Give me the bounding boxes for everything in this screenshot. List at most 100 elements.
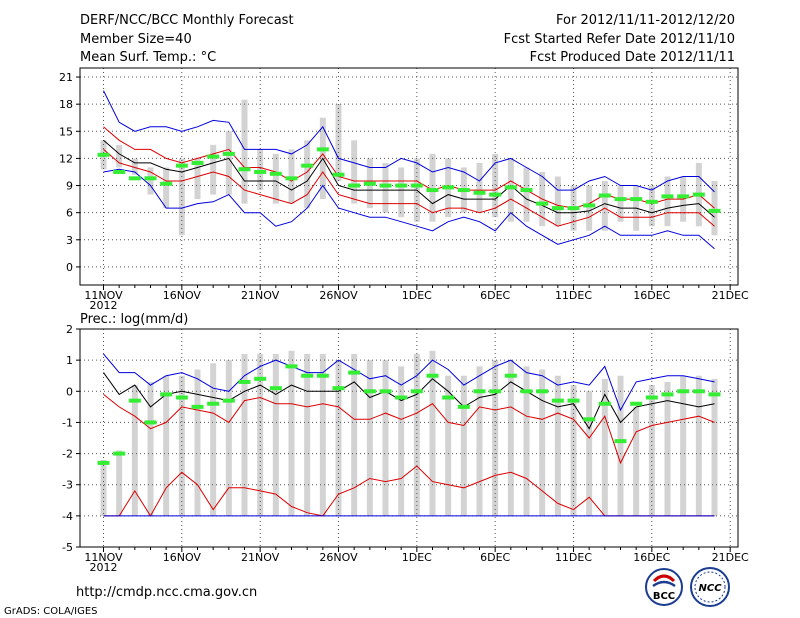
spread-box xyxy=(711,378,718,516)
x-tick-label: 16DEC xyxy=(633,551,670,564)
spread-box xyxy=(523,167,530,222)
obs-marker xyxy=(254,376,267,381)
x-tick-label: 21NOV xyxy=(241,289,280,302)
obs-marker xyxy=(457,188,470,193)
x-tick-label: 21NOV xyxy=(241,551,280,564)
spread-box xyxy=(601,181,608,231)
spread-box xyxy=(695,375,702,516)
footer-url[interactable]: http://cmdp.ncc.cma.gov.cn xyxy=(76,585,257,600)
spread-box xyxy=(382,162,389,213)
obs-marker xyxy=(97,460,110,465)
spread-box xyxy=(210,144,217,195)
obs-marker xyxy=(379,389,392,394)
obs-marker xyxy=(489,192,502,197)
header-member-size: Member Size=40 xyxy=(80,32,192,47)
x-tick-label: 26NOV xyxy=(319,551,358,564)
spread-box xyxy=(304,140,311,209)
x-tick-label: 11NOV xyxy=(84,551,123,564)
obs-marker xyxy=(207,401,220,406)
obs-marker xyxy=(692,389,705,394)
spread-box xyxy=(288,350,295,516)
x-tick-label: 11DEC xyxy=(555,551,592,564)
obs-marker xyxy=(661,392,674,397)
plot-frame xyxy=(79,67,739,286)
obs-marker xyxy=(614,439,627,444)
obs-marker xyxy=(160,392,173,397)
spread-box xyxy=(648,385,655,516)
spread-box xyxy=(257,149,264,191)
obs-marker xyxy=(630,401,643,406)
spread-box xyxy=(382,360,389,516)
spread-box xyxy=(225,360,232,516)
spread-box xyxy=(476,162,483,213)
spread-box xyxy=(586,185,593,231)
spread-box xyxy=(601,378,608,516)
x-tick-label: 11DEC xyxy=(555,289,592,302)
spread-box xyxy=(147,381,154,516)
obs-marker xyxy=(128,398,141,403)
series-pct-high xyxy=(103,394,715,465)
obs-marker xyxy=(473,190,486,195)
obs-marker xyxy=(708,392,721,397)
spread-box xyxy=(304,353,311,516)
obs-marker xyxy=(348,183,361,188)
obs-marker xyxy=(645,199,658,204)
obs-marker xyxy=(238,379,251,384)
obs-marker xyxy=(191,404,204,409)
x-tick-label: 26NOV xyxy=(319,289,358,302)
obs-marker xyxy=(144,176,157,181)
spread-box xyxy=(131,158,138,175)
x-tick-label: 21DEC xyxy=(712,551,749,564)
obs-marker xyxy=(128,176,141,181)
obs-marker xyxy=(692,192,705,197)
obs-marker xyxy=(285,176,298,181)
spread-box xyxy=(163,167,170,209)
obs-marker xyxy=(598,401,611,406)
y-tick-label: 0 xyxy=(66,385,73,398)
obs-marker xyxy=(504,373,517,378)
obs-marker xyxy=(379,183,392,188)
grads-credit: GrADS: COLA/IGES xyxy=(4,606,98,617)
obs-marker xyxy=(426,188,439,193)
y-tick-label: 2 xyxy=(66,323,73,336)
bcc-logo: BCC xyxy=(645,568,683,606)
obs-marker xyxy=(222,398,235,403)
spread-box xyxy=(617,185,624,222)
obs-marker xyxy=(316,147,329,152)
y-tick-label: 3 xyxy=(66,234,73,247)
obs-marker xyxy=(97,152,110,157)
y-tick-label: 1 xyxy=(66,354,73,367)
obs-marker xyxy=(520,188,533,193)
series-mean xyxy=(103,139,715,218)
spread-box xyxy=(711,181,718,236)
temperature-panel: 0 3 6 9 12 15 18 21 11NOV 16NOV 21NOV 26NOV 1DEC 6DEC… xyxy=(59,67,749,312)
y-tick-label: 12 xyxy=(59,152,73,165)
series-mean xyxy=(103,372,715,430)
obs-marker xyxy=(332,386,345,391)
spread-box xyxy=(116,450,123,516)
y-tick-label: 0 xyxy=(66,261,73,274)
spread-box xyxy=(100,459,107,516)
x-tick-label: 16NOV xyxy=(163,551,202,564)
obs-marker xyxy=(175,163,188,168)
bcc-logo-text: BCC xyxy=(653,591,675,602)
obs-marker xyxy=(301,373,314,378)
obs-marker xyxy=(457,404,470,409)
spread-box xyxy=(351,140,358,204)
spread-box xyxy=(633,406,640,516)
obs-marker xyxy=(677,194,690,199)
spread-box xyxy=(241,353,248,516)
header-produced-date: Fcst Produced Date 2012/11/11 xyxy=(530,50,735,65)
obs-marker xyxy=(536,389,549,394)
obs-marker xyxy=(410,183,423,188)
y-tick-label: -2 xyxy=(62,448,73,461)
spread-box xyxy=(147,167,154,195)
spread-box xyxy=(554,375,561,516)
spread-box xyxy=(257,353,264,516)
spread-box xyxy=(539,369,546,516)
obs-marker xyxy=(583,417,596,422)
spread-box xyxy=(617,375,624,516)
obs-marker xyxy=(551,398,564,403)
obs-marker xyxy=(614,197,627,202)
